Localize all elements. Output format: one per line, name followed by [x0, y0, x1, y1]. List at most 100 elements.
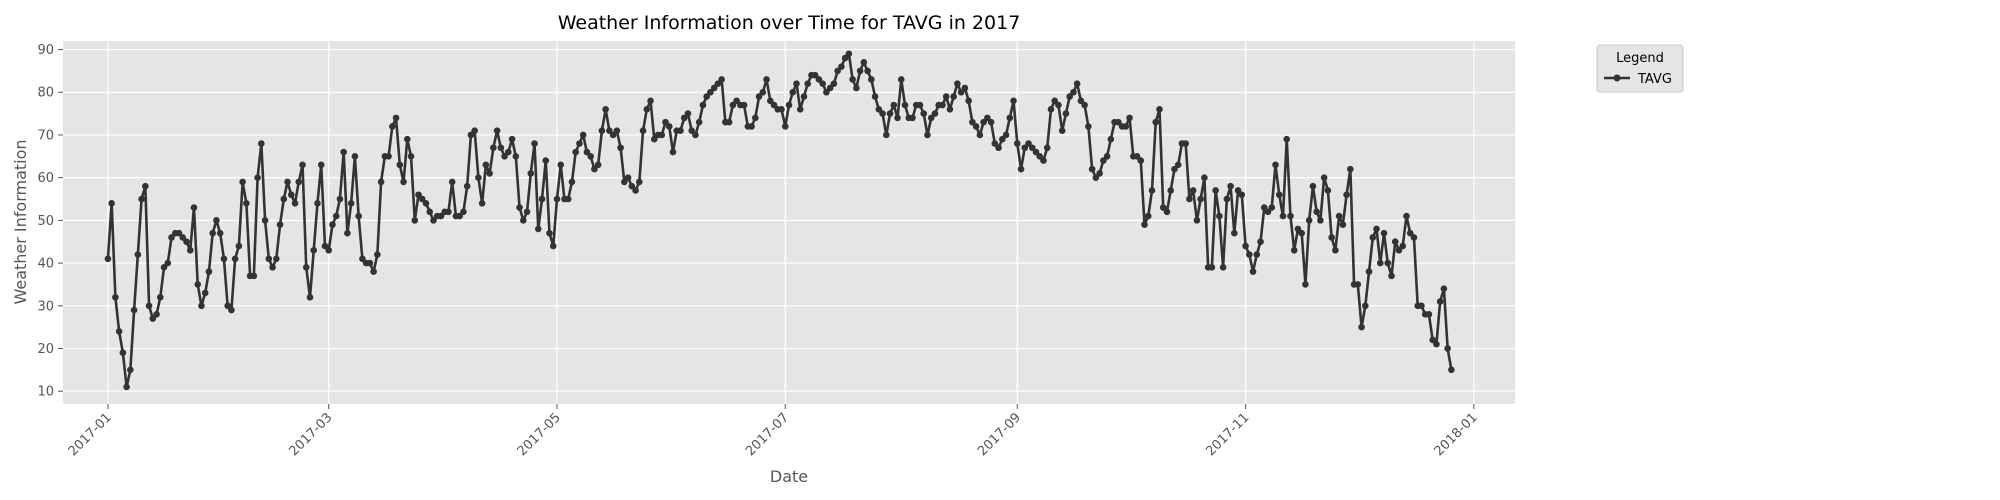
data-point [321, 242, 329, 250]
data-point [976, 131, 984, 139]
data-point [1073, 80, 1081, 88]
data-point [284, 178, 291, 186]
data-point [1066, 93, 1073, 100]
x-axis-ticks: 2017-01 2017-03 2017-05 2017-07 2017-09 2017-… [66, 404, 1481, 459]
data-point [1115, 118, 1122, 126]
data-point [1036, 153, 1044, 160]
data-point [426, 208, 434, 216]
data-point [1365, 268, 1373, 275]
data-point [396, 161, 404, 169]
data-point [317, 161, 325, 169]
data-point [1201, 174, 1208, 181]
data-point [1309, 182, 1317, 190]
data-point [729, 101, 737, 109]
y-tick-label: 70 [37, 128, 54, 143]
data-point [1174, 161, 1182, 169]
data-point [1373, 225, 1380, 233]
data-point [1391, 238, 1399, 246]
data-point [460, 208, 467, 216]
data-point [598, 127, 606, 134]
data-point [815, 76, 823, 83]
data-point [695, 118, 703, 126]
data-point [1444, 345, 1451, 352]
data-point [314, 199, 321, 207]
data-point [853, 84, 860, 92]
data-point [108, 199, 115, 207]
data-point [838, 63, 845, 70]
data-point [216, 229, 224, 237]
data-point [534, 225, 542, 233]
data-point [186, 246, 194, 254]
data-point [1264, 208, 1272, 216]
data-point [1287, 212, 1294, 220]
data-point [310, 246, 318, 254]
data-point [617, 144, 624, 152]
data-point [770, 101, 778, 109]
data-point [1362, 302, 1369, 310]
data-point [1343, 191, 1350, 199]
data-point [1081, 101, 1088, 109]
legend-marker-swatch [1613, 74, 1621, 82]
data-point [1141, 221, 1148, 228]
data-point [886, 110, 894, 117]
data-point [1085, 123, 1092, 130]
data-point [991, 140, 999, 147]
data-point [299, 161, 306, 169]
data-point [403, 135, 411, 143]
data-point [1002, 131, 1010, 139]
data-point [340, 148, 347, 156]
data-point [924, 131, 931, 139]
data-point [1388, 272, 1395, 280]
data-point [931, 110, 939, 117]
data-point [493, 127, 501, 134]
data-point [175, 229, 183, 237]
data-point [1126, 114, 1133, 122]
data-point [1399, 242, 1407, 250]
data-point [1223, 195, 1231, 203]
data-point [127, 366, 134, 374]
data-point [478, 199, 486, 207]
data-point [1028, 144, 1036, 152]
data-point [1122, 123, 1130, 130]
data-point [1040, 157, 1047, 164]
data-point [1077, 97, 1085, 105]
data-point [639, 127, 647, 134]
data-point [1384, 259, 1392, 267]
data-point [1358, 323, 1365, 331]
data-point [531, 140, 538, 147]
data-point [1406, 229, 1414, 237]
data-point [104, 255, 112, 263]
data-point [1332, 246, 1339, 254]
data-point [418, 195, 426, 203]
data-point [1425, 311, 1433, 318]
data-point [1152, 118, 1160, 126]
data-point [939, 101, 946, 109]
data-point [1335, 212, 1343, 220]
data-point [512, 153, 520, 160]
data-point [1025, 140, 1032, 147]
data-point [576, 140, 583, 147]
data-point [157, 293, 164, 301]
data-point [662, 118, 669, 126]
data-point [819, 80, 826, 88]
data-point [1410, 234, 1418, 241]
data-point [1006, 114, 1014, 122]
data-point [606, 127, 613, 134]
data-point [302, 264, 310, 271]
data-point [1107, 135, 1115, 143]
data-point [553, 195, 561, 203]
data-point [1193, 217, 1201, 224]
data-point [1305, 217, 1313, 224]
data-point [1418, 302, 1425, 310]
data-point [422, 199, 430, 207]
data-point [1212, 187, 1219, 194]
data-point [213, 217, 220, 224]
data-point [759, 88, 767, 96]
y-tick-label: 30 [37, 299, 54, 314]
data-point [1440, 285, 1448, 292]
data-point [1380, 229, 1388, 237]
data-point [239, 178, 246, 186]
data-point [669, 148, 677, 156]
data-point [359, 255, 366, 263]
data-point [1433, 340, 1440, 348]
